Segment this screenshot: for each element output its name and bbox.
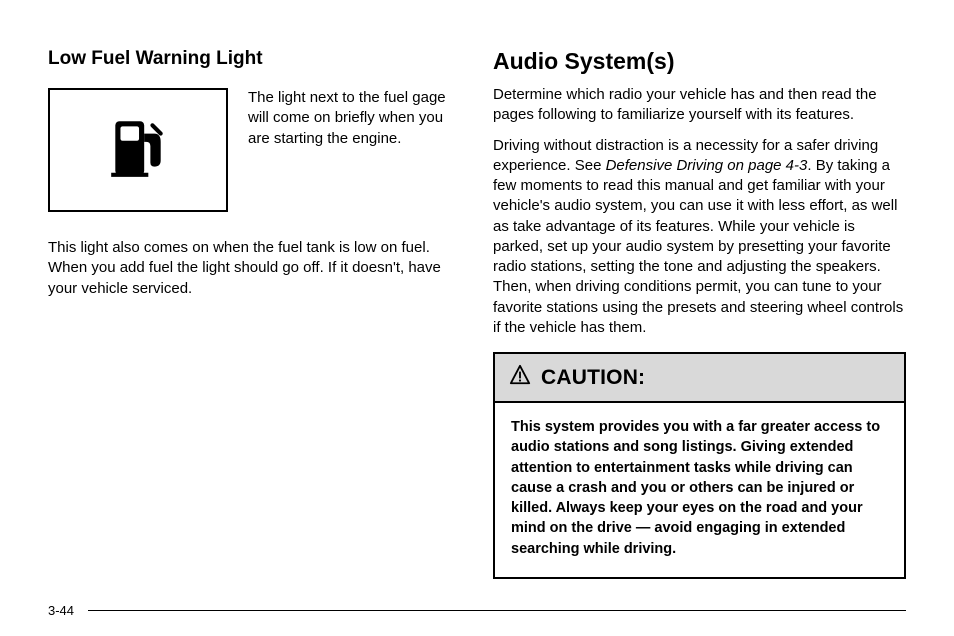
- fuel-intro-text: The light next to the fuel gage will com…: [248, 88, 461, 149]
- fuel-figure-row: The light next to the fuel gage will com…: [48, 88, 461, 212]
- audio-p2b: . By taking a few moments to read this m…: [493, 157, 903, 336]
- caution-box: CAUTION: This system provides you with a…: [493, 352, 906, 579]
- fuel-pump-icon: [105, 115, 171, 186]
- audio-heading: Audio System(s): [493, 48, 906, 75]
- audio-p1: Determine which radio your vehicle has a…: [493, 85, 906, 126]
- fuel-icon-frame: [48, 88, 228, 212]
- caution-title: CAUTION:: [541, 366, 645, 390]
- fuel-body-text: This light also comes on when the fuel t…: [48, 238, 461, 299]
- caution-header: CAUTION:: [495, 354, 904, 403]
- manual-page: Low Fuel Warning Light The light next to…: [0, 0, 954, 636]
- right-column: Audio System(s) Determine which radio yo…: [493, 48, 906, 579]
- audio-p2: Driving without distraction is a necessi…: [493, 136, 906, 339]
- defensive-driving-ref: Defensive Driving on page 4-3: [606, 157, 808, 174]
- page-footer: 3-44: [48, 603, 906, 618]
- caution-body: This system provides you with a far grea…: [495, 403, 904, 577]
- warning-triangle-icon: [509, 364, 531, 391]
- two-column-layout: Low Fuel Warning Light The light next to…: [48, 48, 906, 579]
- page-number: 3-44: [48, 603, 74, 618]
- footer-rule: [88, 610, 906, 612]
- low-fuel-heading: Low Fuel Warning Light: [48, 48, 461, 70]
- left-column: Low Fuel Warning Light The light next to…: [48, 48, 461, 579]
